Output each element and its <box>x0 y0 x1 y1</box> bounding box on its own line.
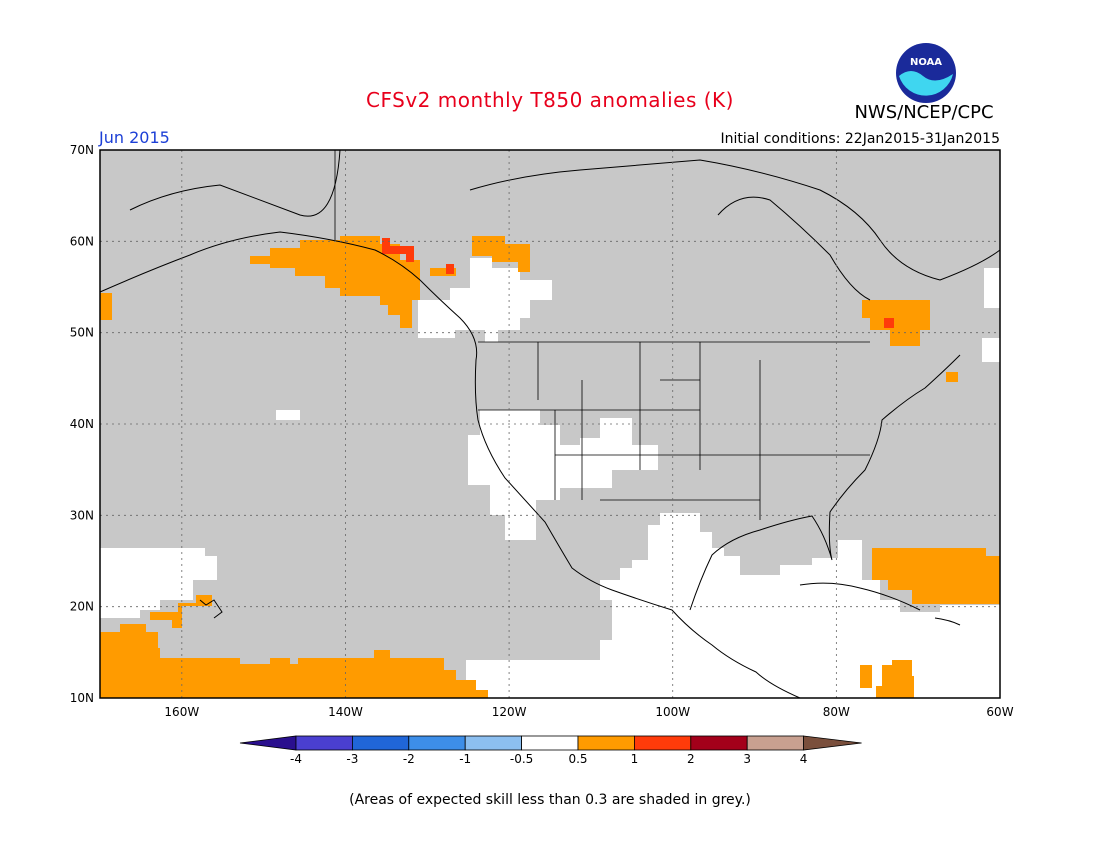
colorbar-tick-label: 1 <box>631 752 639 766</box>
colorbar-tick-label: 0.5 <box>568 752 587 766</box>
latitude-labels: 70N 60N 50N 40N 30N 20N 10N <box>70 143 94 705</box>
map-frame <box>99 149 1001 699</box>
colorbar-high-arrow <box>803 735 862 751</box>
graticule <box>100 150 1000 698</box>
coastlines <box>99 149 1001 699</box>
lon-label: 60W <box>986 705 1013 719</box>
colorbar-tick-labels: -4 -3 -2 -1 -0.5 0.5 1 2 3 4 <box>290 752 807 766</box>
colorbar-segment <box>464 735 523 751</box>
colorbar-tick-label: -0.5 <box>510 752 533 766</box>
colorbar-tick-label: 4 <box>800 752 808 766</box>
colorbar-tick-label: 2 <box>687 752 695 766</box>
noaa-logo-icon: NOAA <box>896 43 956 103</box>
strong-positive-anomaly-regions <box>382 238 894 328</box>
svg-text:NOAA: NOAA <box>910 57 942 68</box>
colorbar-tick-label: 3 <box>743 752 751 766</box>
lat-label: 50N <box>70 326 94 340</box>
lon-label: 80W <box>823 705 850 719</box>
colorbar-tick-label: -3 <box>346 752 358 766</box>
lat-label: 60N <box>70 234 94 248</box>
colorbar <box>239 735 862 751</box>
colorbar-tick-label: -4 <box>290 752 302 766</box>
colorbar-tick-label: -2 <box>403 752 415 766</box>
colorbar-segment <box>351 735 410 751</box>
political-borders <box>334 150 870 520</box>
lat-label: 70N <box>70 143 94 157</box>
lon-label: 100W <box>655 705 690 719</box>
colorbar-segment <box>577 735 635 751</box>
forecast-month: Jun 2015 <box>99 128 170 147</box>
colorbar-segment <box>295 735 353 751</box>
agency-label: NWS/NCEP/CPC <box>854 102 994 123</box>
colorbar-segment <box>690 735 748 751</box>
neutral-anomaly-regions <box>100 258 1000 698</box>
colorbar-segment <box>634 735 692 751</box>
longitude-labels: 160W 140W 120W 100W 80W 60W <box>164 705 1013 719</box>
lat-label: 20N <box>70 600 94 614</box>
colorbar-segment <box>746 735 805 751</box>
lat-label: 40N <box>70 417 94 431</box>
map-title: CFSv2 monthly T850 anomalies (K) <box>366 88 734 112</box>
colorbar-tick-label: -1 <box>459 752 471 766</box>
lat-label: 30N <box>70 508 94 522</box>
colorbar-low-arrow <box>239 735 297 751</box>
lat-label: 10N <box>70 691 94 705</box>
initial-conditions: Initial conditions: 22Jan2015-31Jan2015 <box>720 131 1000 147</box>
positive-anomaly-regions <box>100 236 1000 698</box>
colorbar-segment <box>521 735 579 751</box>
lon-label: 160W <box>164 705 199 719</box>
lon-label: 140W <box>328 705 363 719</box>
lon-label: 120W <box>492 705 527 719</box>
skill-footnote: (Areas of expected skill less than 0.3 a… <box>349 792 751 808</box>
colorbar-segment <box>408 735 466 751</box>
